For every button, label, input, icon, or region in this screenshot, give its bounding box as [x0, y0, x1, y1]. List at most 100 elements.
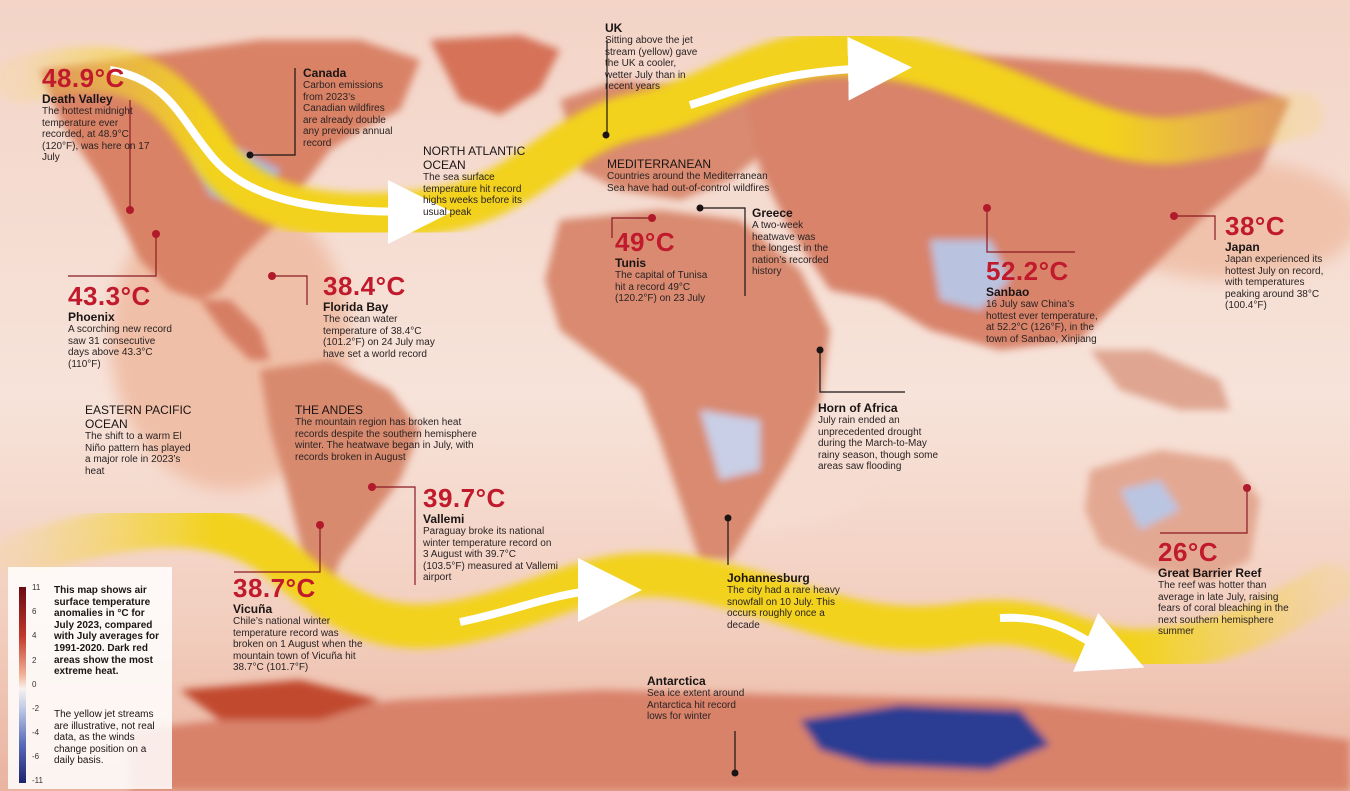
sanbao-place: Sanbao — [986, 285, 1030, 299]
antarctica-blue-region — [800, 705, 1050, 770]
eastern-pacific-label: EASTERN PACIFIC OCEAN The shift to a war… — [85, 403, 195, 477]
mediterranean-desc: Countries around the Mediterranean Sea h… — [607, 171, 770, 194]
phoenix-label: 43.3°C Phoenix A scorching new record sa… — [68, 282, 178, 370]
andes-region: THE ANDES — [295, 403, 364, 417]
sanbao-dot — [983, 204, 991, 212]
legend-tick: -6 — [32, 752, 40, 761]
florida-bay-label: 38.4°C Florida Bay The ocean water tempe… — [323, 272, 448, 360]
vallemi-place: Vallemi — [423, 512, 465, 526]
legend-tick: 2 — [32, 656, 37, 665]
uk-label: UK Sitting above the jet stream (yellow)… — [605, 21, 705, 93]
death-valley-value: 48.9°C — [42, 63, 125, 93]
north-jet-arrow-right — [688, 36, 912, 109]
death-valley-desc: The hottest midnight temperature ever re… — [42, 106, 150, 164]
south-america-land — [260, 360, 420, 620]
vicuna-desc: Chile’s national winter temperature reco… — [233, 616, 363, 674]
greece-place: Greece — [752, 206, 793, 220]
greece-label: Greece A two-week heatwave was the longe… — [752, 206, 832, 278]
japan-desc: Japan experienced its hottest July on re… — [1225, 254, 1324, 312]
andes-label: THE ANDES The mountain region has broken… — [295, 403, 480, 463]
antarctica-land — [130, 690, 1350, 791]
greece-desc: A two-week heatwave was the longest in t… — [752, 220, 829, 278]
legend-color-scale — [19, 587, 26, 783]
vallemi-value: 39.7°C — [423, 483, 506, 513]
uk-dot — [602, 131, 610, 139]
mediterranean-region: MEDITERRANEAN — [607, 157, 712, 171]
tunis-value: 49°C — [615, 227, 676, 257]
florida-bay-value: 38.4°C — [323, 271, 406, 301]
legend-tick: -4 — [32, 728, 40, 737]
mediterranean-label: MEDITERRANEAN Countries around the Medit… — [607, 157, 782, 194]
great-barrier-reef-desc: The reef was hotter than average in late… — [1158, 580, 1289, 638]
florida-bay-desc: The ocean water temperature of 38.4°C (1… — [323, 314, 435, 360]
tunis-desc: The capital of Tunisa hit a record 49°C … — [615, 270, 708, 305]
japan-dot — [1170, 212, 1178, 220]
antarctica-dot — [731, 769, 739, 777]
central-america — [200, 300, 270, 360]
sanbao-value: 52.2°C — [986, 256, 1069, 286]
andes-desc: The mountain region has broken heat reco… — [295, 417, 477, 463]
canada-label: Canada Carbon emissions from 2023’s Cana… — [303, 66, 393, 150]
phoenix-place: Phoenix — [68, 310, 115, 324]
vallemi-desc: Paraguay broke its national winter tempe… — [423, 526, 558, 584]
horn-of-africa-label: Horn of Africa July rain ended an unprec… — [818, 401, 948, 473]
legend-tick: 6 — [32, 607, 37, 616]
canada-desc: Carbon emissions from 2023’s Canadian wi… — [303, 80, 393, 149]
legend-tick: -2 — [32, 704, 40, 713]
phoenix-desc: A scorching new record saw 31 consecutiv… — [68, 324, 172, 370]
japan-place: Japan — [1225, 240, 1260, 254]
south-jet-arrow-right — [999, 612, 1145, 672]
greenland-land — [430, 35, 560, 115]
johannesburg-label: Johannesburg The city had a rare heavy s… — [727, 571, 847, 631]
horn-of-africa-place: Horn of Africa — [818, 401, 898, 415]
northern-jet-stream — [0, 29, 1323, 244]
vicuna-value: 38.7°C — [233, 573, 316, 603]
tunis-place: Tunis — [615, 256, 647, 270]
great-barrier-reef-label: 26°C Great Barrier Reef The reef was hot… — [1158, 538, 1298, 638]
north-jet-arrow-left — [109, 66, 452, 244]
australia-blue — [1120, 480, 1180, 530]
death-valley-label: 48.9°C Death Valley The hottest midnight… — [42, 64, 152, 164]
legend-tick: 11 — [32, 583, 41, 592]
vallemi-dot — [368, 483, 376, 491]
death-valley-dot — [126, 206, 134, 214]
antarctica-desc: Sea ice extent around Antarctica hit rec… — [647, 688, 745, 723]
florida-bay-place: Florida Bay — [323, 300, 389, 314]
vallemi-label: 39.7°C Vallemi Paraguay broke its nation… — [423, 484, 558, 584]
legend-tick: 0 — [32, 680, 37, 689]
sanbao-label: 52.2°C Sanbao 16 July saw China’s hottes… — [986, 257, 1106, 345]
vicuna-place: Vicuña — [233, 602, 273, 616]
horn-of-africa-dot — [816, 346, 824, 354]
sanbao-desc: 16 July saw China’s hottest ever tempera… — [986, 299, 1098, 345]
tunis-dot — [648, 214, 656, 222]
johannesburg-dot — [724, 514, 732, 522]
legend-note: The yellow jet streams are illustrative,… — [54, 709, 155, 767]
antarctica-label: Antarctica Sea ice extent around Antarct… — [647, 674, 747, 723]
southern-jet-stream — [0, 503, 1350, 674]
phoenix-dot — [152, 230, 160, 238]
north-atlantic-region: NORTH ATLANTIC OCEAN — [423, 144, 526, 172]
canada-place: Canada — [303, 66, 347, 80]
africa-land — [545, 210, 830, 560]
legend-tick: 4 — [32, 631, 37, 640]
japan-label: 38°C Japan Japan experienced its hottest… — [1225, 212, 1340, 312]
uk-desc: Sitting above the jet stream (yellow) ga… — [605, 35, 698, 93]
legend-description: This map shows air surface temperature a… — [54, 585, 160, 678]
australia-land — [1085, 450, 1260, 580]
phoenix-value: 43.3°C — [68, 281, 151, 311]
greece-dot — [696, 204, 704, 212]
uk-place: UK — [605, 21, 623, 35]
legend-tick: -11 — [32, 776, 43, 785]
north-atlantic-desc: The sea surface temperature hit record h… — [423, 172, 522, 218]
africa-blue — [700, 410, 760, 480]
antarctica-hot-left — [180, 680, 380, 720]
southeast-asia — [1090, 350, 1230, 410]
eastern-pacific-region: EASTERN PACIFIC OCEAN — [85, 403, 192, 431]
great-barrier-reef-dot — [1243, 484, 1251, 492]
johannesburg-place: Johannesburg — [727, 571, 810, 585]
tunis-label: 49°C Tunis The capital of Tunisa hit a r… — [615, 228, 715, 305]
north-atlantic-label: NORTH ATLANTIC OCEAN The sea surface tem… — [423, 144, 548, 218]
asia-blue-region — [930, 240, 1010, 310]
vicuna-dot — [316, 521, 324, 529]
